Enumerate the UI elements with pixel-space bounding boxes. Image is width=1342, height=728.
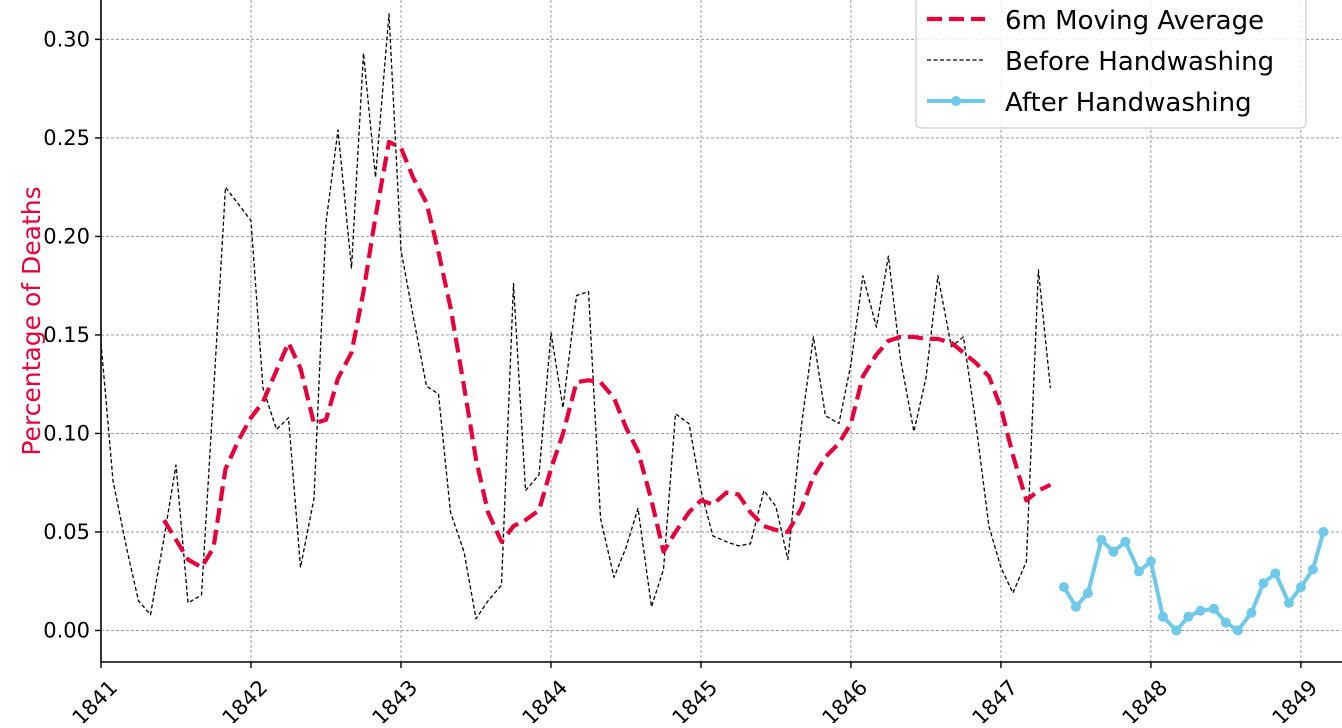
data-point xyxy=(1120,536,1131,547)
x-tick-label: 1842 xyxy=(218,675,273,723)
legend-label: Before Handwashing xyxy=(1005,47,1274,77)
data-point xyxy=(1133,566,1144,577)
y-tick-label: 0.00 xyxy=(43,618,90,642)
series-before-handwashing xyxy=(101,13,1052,620)
legend-label: After Handwashing xyxy=(1005,88,1252,118)
data-point xyxy=(1318,526,1329,537)
y-tick-label: 0.20 xyxy=(43,224,90,248)
series-line xyxy=(162,139,1052,570)
legend-item: After Handwashing xyxy=(927,88,1252,118)
series-after-handwashing xyxy=(1058,526,1329,636)
series-group xyxy=(101,13,1329,636)
series-6m-moving-average xyxy=(162,139,1052,570)
legend: 6m Moving Average Before Handwashing After… xyxy=(915,0,1307,129)
data-point xyxy=(1108,546,1119,557)
y-tick-label: 0.15 xyxy=(43,323,90,347)
data-point xyxy=(1171,625,1182,636)
legend-item: Before Handwashing xyxy=(927,47,1274,77)
data-point xyxy=(1283,597,1294,608)
series-line xyxy=(1062,531,1326,633)
data-point xyxy=(1232,625,1243,636)
x-tick-label: 1848 xyxy=(1117,675,1172,723)
y-tick-label: 0.05 xyxy=(43,520,90,544)
data-point xyxy=(1058,582,1069,593)
legend-marker xyxy=(951,96,961,106)
legend-item: 6m Moving Average xyxy=(927,6,1264,36)
data-point xyxy=(1145,556,1156,567)
data-point xyxy=(1157,611,1168,622)
data-point xyxy=(1220,617,1231,628)
y-tick-label: 0.25 xyxy=(43,126,90,150)
legend-box xyxy=(915,0,1307,129)
x-tick-label: 1846 xyxy=(817,675,872,723)
y-tick-label: 0.10 xyxy=(43,421,90,445)
series-line xyxy=(101,13,1052,620)
y-axis-label: Percentage of Deaths xyxy=(17,186,46,455)
data-point xyxy=(1295,582,1306,593)
legend-label: 6m Moving Average xyxy=(1005,6,1264,36)
x-tick-label: 1844 xyxy=(517,675,572,723)
data-point xyxy=(1307,564,1318,575)
data-point xyxy=(1258,578,1269,589)
data-point xyxy=(1096,534,1107,545)
data-point xyxy=(1270,568,1281,579)
data-point xyxy=(1082,588,1093,599)
x-tick-label: 1849 xyxy=(1267,675,1322,723)
data-point xyxy=(1070,601,1081,612)
x-tick-label: 1843 xyxy=(367,675,422,723)
y-tick-label: 0.30 xyxy=(43,27,90,51)
data-point xyxy=(1183,611,1194,622)
x-tick-label: 1845 xyxy=(667,675,722,723)
data-point xyxy=(1195,605,1206,616)
x-tick-label: 1841 xyxy=(68,675,123,723)
data-point xyxy=(1246,607,1257,618)
x-tick-label: 1847 xyxy=(967,675,1022,723)
data-point xyxy=(1208,603,1219,614)
